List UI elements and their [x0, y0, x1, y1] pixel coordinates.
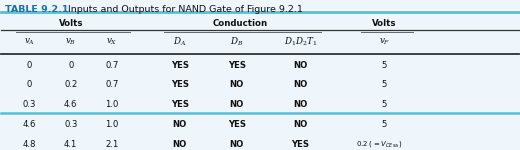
Text: $v_X$: $v_X$ — [107, 36, 118, 46]
Text: YES: YES — [291, 140, 309, 148]
Text: 5: 5 — [382, 120, 387, 129]
Text: $D_A$: $D_A$ — [173, 35, 186, 48]
Text: 5: 5 — [382, 61, 387, 70]
Text: Inputs and Outputs for NAND Gate of Figure 9.2.1: Inputs and Outputs for NAND Gate of Figu… — [62, 5, 303, 14]
Text: Volts: Volts — [372, 19, 397, 28]
Text: NO: NO — [173, 120, 187, 129]
Text: YES: YES — [228, 61, 245, 70]
Text: YES: YES — [171, 100, 189, 109]
Text: 4.6: 4.6 — [64, 100, 77, 109]
Text: 1.0: 1.0 — [106, 100, 119, 109]
Text: NO: NO — [293, 100, 307, 109]
Text: 4.8: 4.8 — [22, 140, 36, 148]
Text: YES: YES — [171, 81, 189, 90]
Text: 1.0: 1.0 — [106, 120, 119, 129]
Text: 0: 0 — [68, 61, 73, 70]
Text: NO: NO — [229, 81, 244, 90]
Text: 4.1: 4.1 — [64, 140, 77, 148]
Text: YES: YES — [171, 61, 189, 70]
Text: $v_F$: $v_F$ — [379, 36, 390, 46]
Text: 0.3: 0.3 — [64, 120, 77, 129]
Text: TABLE 9.2.1: TABLE 9.2.1 — [5, 5, 68, 14]
Text: NO: NO — [173, 140, 187, 148]
Text: NO: NO — [293, 61, 307, 70]
Text: YES: YES — [228, 120, 245, 129]
Text: 0: 0 — [27, 61, 32, 70]
Text: 0.2: 0.2 — [64, 81, 77, 90]
Text: 0: 0 — [27, 81, 32, 90]
Text: 4.6: 4.6 — [22, 120, 36, 129]
Text: $D_1D_2T_1$: $D_1D_2T_1$ — [284, 35, 317, 48]
Text: Conduction: Conduction — [213, 19, 268, 28]
Text: NO: NO — [229, 100, 244, 109]
Text: NO: NO — [229, 140, 244, 148]
Text: 0.7: 0.7 — [106, 61, 119, 70]
Text: $v_A$: $v_A$ — [24, 36, 35, 46]
Text: 5: 5 — [382, 81, 387, 90]
Text: 5: 5 — [382, 100, 387, 109]
Text: $D_B$: $D_B$ — [230, 35, 243, 48]
Text: 2.1: 2.1 — [106, 140, 119, 148]
Text: $v_B$: $v_B$ — [65, 36, 76, 46]
Text: 0.3: 0.3 — [22, 100, 36, 109]
Text: Volts: Volts — [58, 19, 83, 28]
Text: 0.2 ($= V_{CE\,\mathregular{sa}}$): 0.2 ($= V_{CE\,\mathregular{sa}}$) — [356, 139, 402, 149]
Text: NO: NO — [293, 120, 307, 129]
Text: NO: NO — [293, 81, 307, 90]
Text: 0.7: 0.7 — [106, 81, 119, 90]
